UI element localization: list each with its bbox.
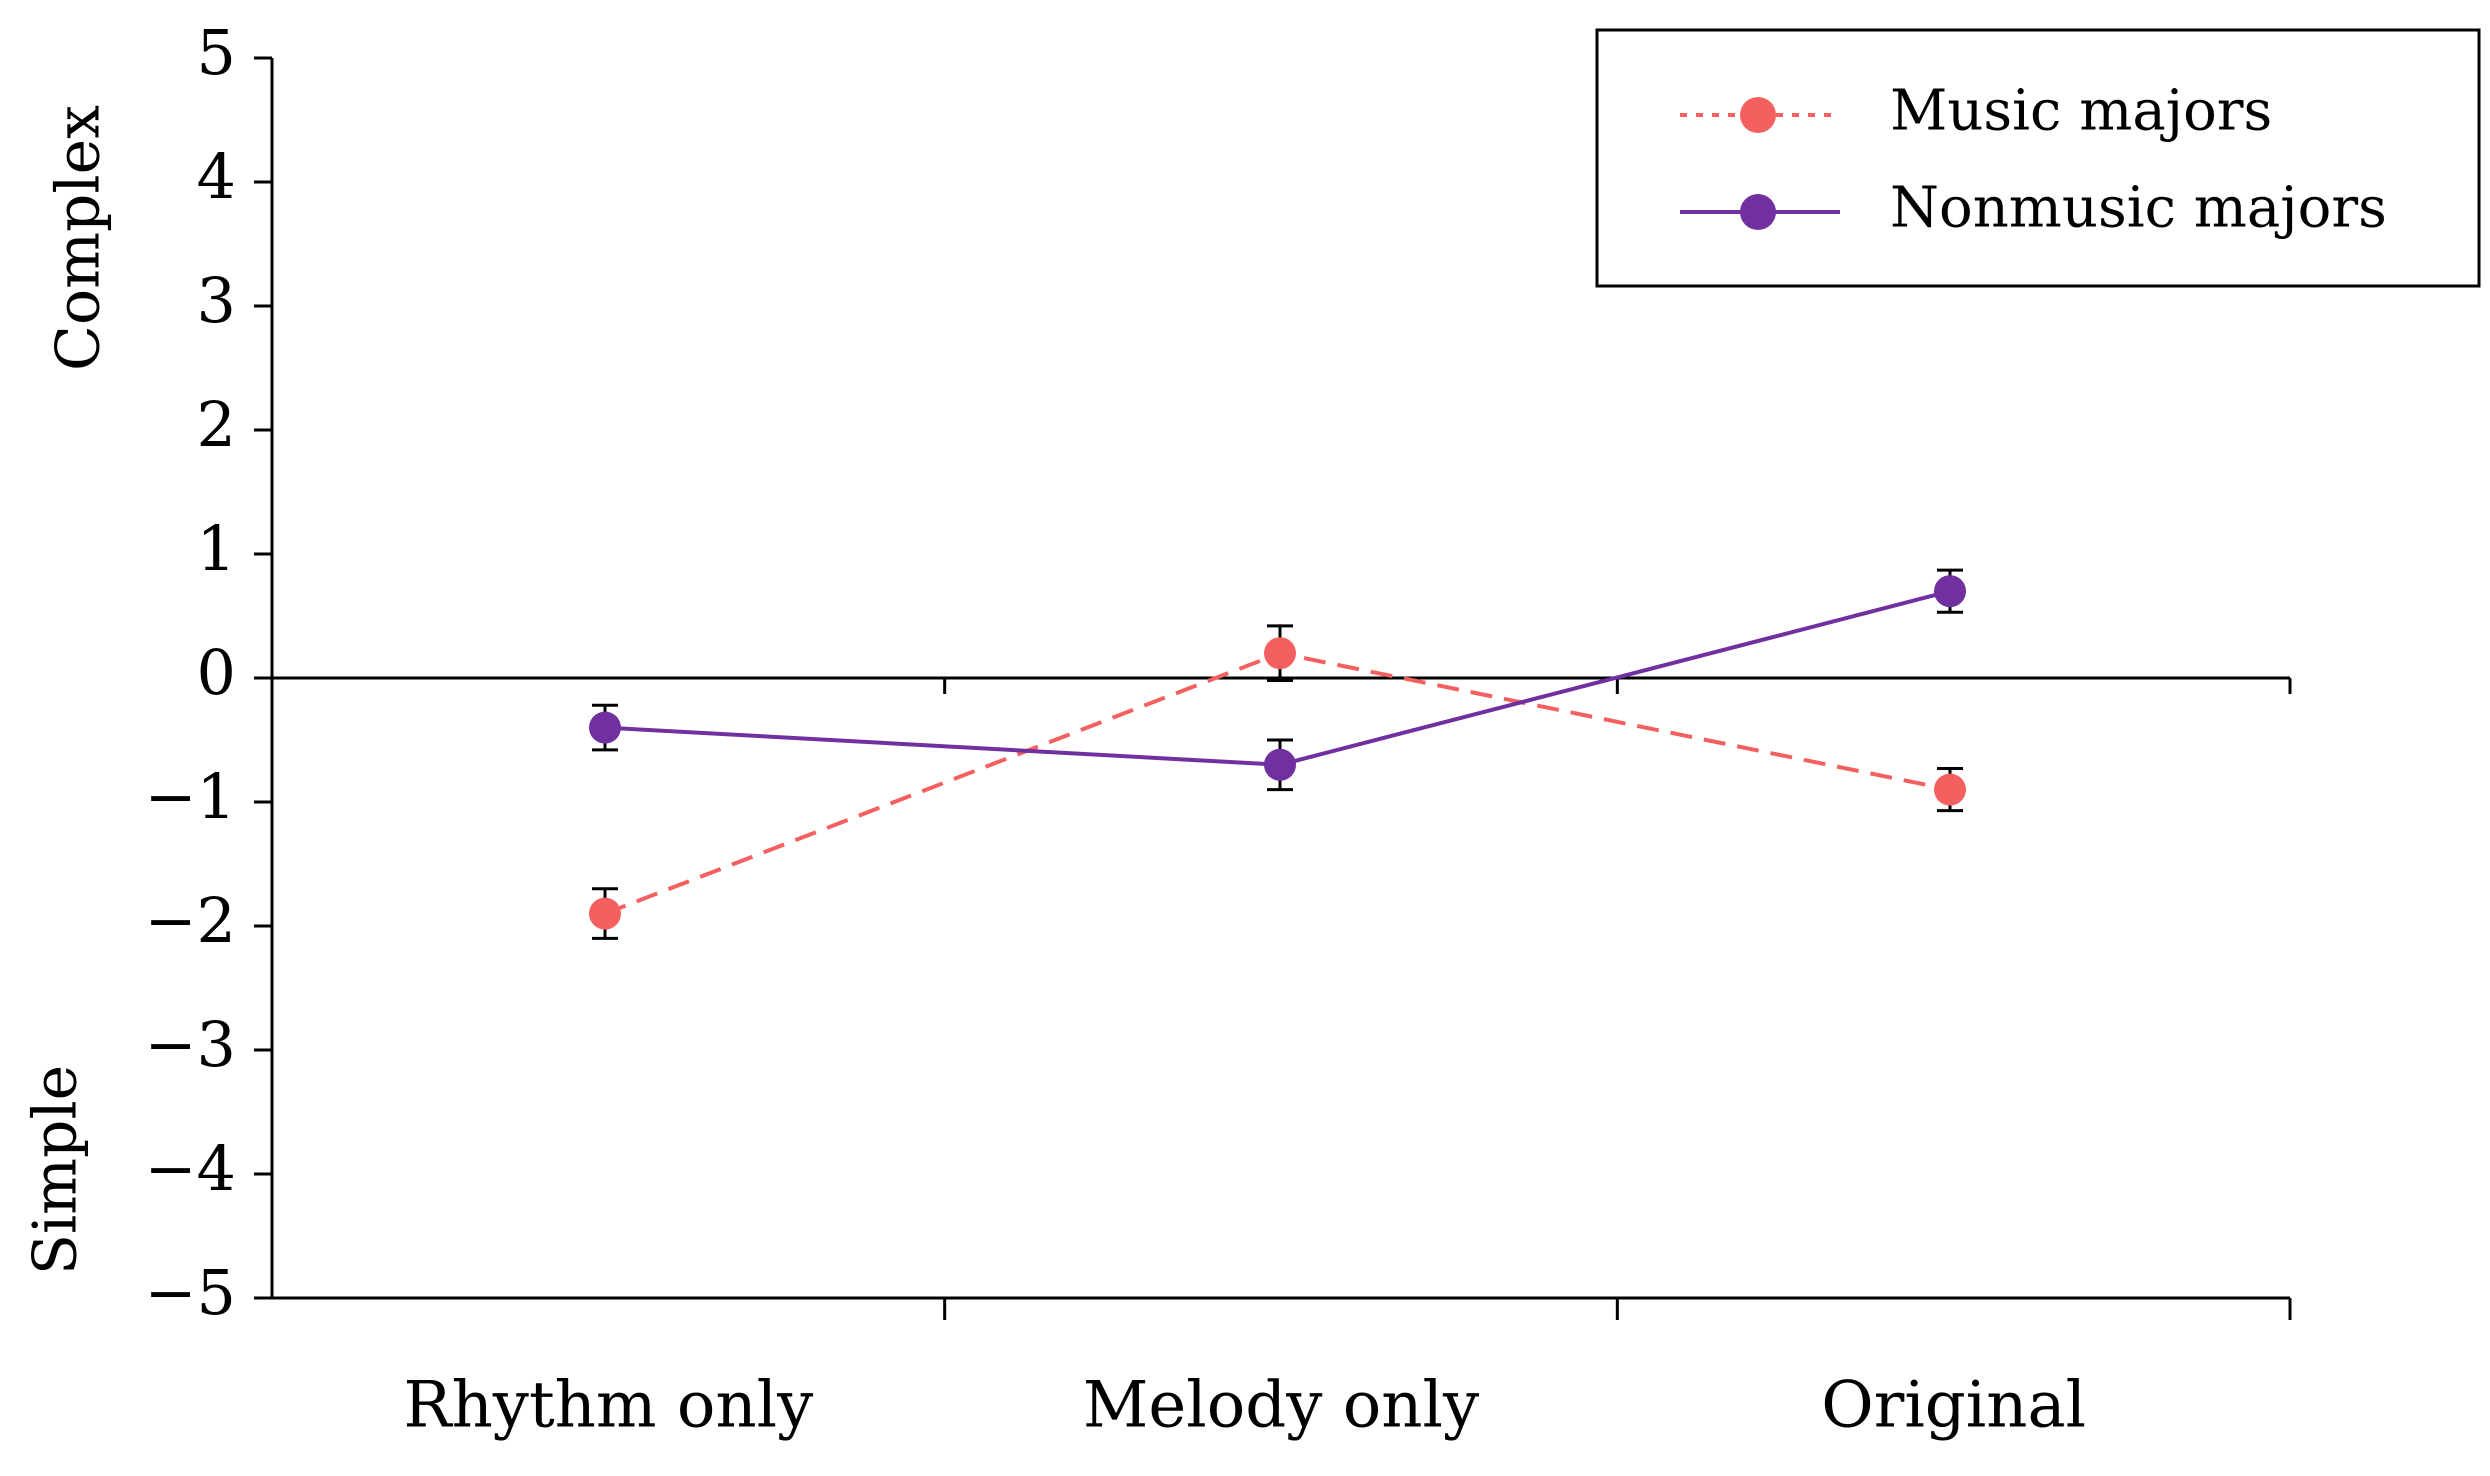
x-tick-labels: Rhythm only Melody only Original xyxy=(403,1369,2086,1443)
y-tick-label: 2 xyxy=(197,388,236,461)
x-ticks xyxy=(943,678,2292,1320)
series-line-music-majors xyxy=(604,651,1951,916)
data-point-nonmusic-majors xyxy=(1264,748,1296,781)
legend-label-music-majors: Music majors xyxy=(1890,79,2272,144)
y-annotation-simple: Simple xyxy=(21,1065,91,1275)
y-tick-label: 1 xyxy=(197,512,236,585)
data-point-nonmusic-majors xyxy=(589,711,621,744)
y-tick-label: 3 xyxy=(197,264,236,337)
legend-swatch-marker-music-majors xyxy=(1740,97,1776,133)
legend: Music majors Nonmusic majors xyxy=(1595,28,2481,288)
x-tick-label: Original xyxy=(1821,1369,2086,1443)
legend-label-nonmusic-majors: Nonmusic majors xyxy=(1890,176,2387,241)
data-point-nonmusic-majors xyxy=(1934,575,1966,608)
y-tick-label: −5 xyxy=(145,1256,236,1329)
y-ticks: 5 4 3 2 1 0 −1 −2 −3 −4 −5 xyxy=(145,16,272,1329)
data-point-music-majors xyxy=(1934,773,1966,806)
y-tick-label: −4 xyxy=(145,1132,236,1205)
y-tick-label: 5 xyxy=(197,16,236,89)
series-layer xyxy=(589,568,1966,940)
y-tick-label: −2 xyxy=(145,884,236,957)
legend-box xyxy=(1595,28,2481,288)
data-point-music-majors xyxy=(589,897,621,930)
y-annotation-complex: Complex xyxy=(44,105,114,371)
x-tick-label: Rhythm only xyxy=(403,1369,813,1443)
y-tick-label: 4 xyxy=(197,140,236,213)
x-tick-label: Melody only xyxy=(1083,1369,1479,1443)
data-point-music-majors xyxy=(1264,637,1296,670)
y-tick-label: 0 xyxy=(197,636,236,709)
y-tick-label: −3 xyxy=(145,1008,236,1081)
y-tick-label: −1 xyxy=(145,760,236,833)
legend-swatch-marker-nonmusic-majors xyxy=(1740,194,1776,230)
